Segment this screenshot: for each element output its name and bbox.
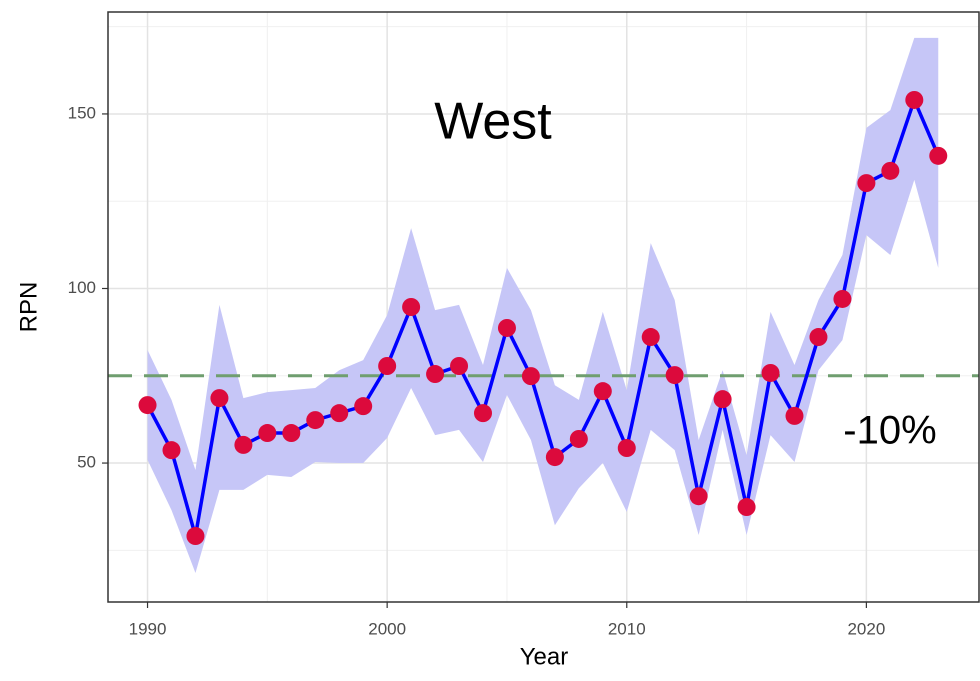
data-point — [545, 448, 564, 467]
panel-border — [107, 11, 980, 603]
data-point — [761, 363, 780, 382]
data-point — [881, 161, 900, 180]
x-tick-label: 1990 — [129, 619, 167, 638]
x-tick-label: 2010 — [608, 619, 646, 638]
data-point — [713, 390, 732, 409]
data-point — [330, 404, 349, 423]
y-tick-label: 150 — [68, 103, 96, 122]
data-point — [162, 441, 181, 460]
data-point — [833, 289, 852, 308]
data-point — [689, 487, 708, 506]
confidence-band — [147, 37, 939, 574]
data-point — [186, 527, 205, 546]
data-point — [617, 439, 636, 458]
data-point — [258, 424, 277, 443]
data-point — [665, 366, 684, 385]
data-point — [737, 498, 756, 517]
x-tick-label: 2000 — [368, 619, 406, 638]
y-tick-label: 50 — [77, 453, 96, 472]
x-axis-title: Year — [520, 643, 569, 670]
data-point — [785, 406, 804, 425]
data-point — [641, 328, 660, 347]
data-point — [378, 357, 397, 375]
data-point — [210, 389, 229, 408]
data-point — [402, 298, 421, 316]
data-point — [426, 365, 445, 384]
data-point — [354, 397, 373, 416]
annotation: West — [434, 93, 552, 151]
data-point — [857, 174, 876, 193]
series-line — [145, 95, 940, 537]
data-point — [450, 357, 469, 375]
data-point — [593, 382, 612, 401]
data-point — [306, 411, 325, 430]
data-point — [497, 318, 516, 337]
data-point — [929, 146, 948, 165]
data-point — [809, 328, 828, 347]
data-point — [234, 435, 253, 454]
y-axis-title: RPN — [15, 282, 42, 333]
data-point — [521, 367, 540, 386]
data-point — [282, 424, 301, 443]
data-point — [569, 429, 588, 448]
annotation: -10% — [843, 409, 936, 453]
x-tick-label: 2020 — [847, 619, 885, 638]
y-tick-label: 100 — [68, 278, 96, 297]
data-point — [473, 404, 492, 423]
data-point — [905, 90, 924, 109]
data-point — [138, 396, 157, 415]
